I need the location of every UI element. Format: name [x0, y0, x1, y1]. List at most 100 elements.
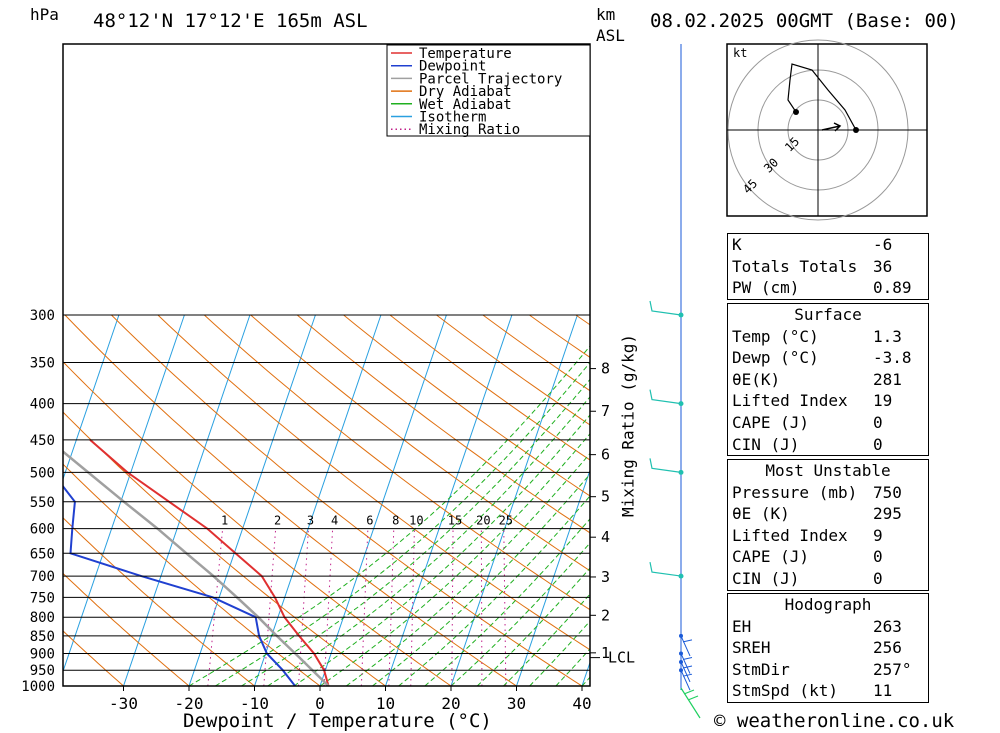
wet-adiabat-line — [424, 518, 590, 686]
wet-adiabat-line — [293, 414, 590, 686]
dry-adiabat-line — [296, 314, 590, 534]
legend-entry: Isotherm — [419, 110, 486, 126]
hodograph-top-point — [793, 109, 799, 115]
mixing-ratio-label: 3 — [307, 514, 314, 528]
mixing-ratio-line — [263, 528, 277, 686]
mixing-ratio-label: 25 — [499, 514, 513, 528]
wet-adiabat-line — [345, 452, 590, 686]
height-tick-label: 3 — [601, 568, 610, 586]
dry-adiabat-line — [63, 572, 190, 686]
storm-motion-arrow — [821, 122, 842, 132]
pressure-tick-label: 750 — [30, 590, 55, 606]
temperature-tick-label: -20 — [175, 694, 204, 713]
k-index-row: K -6 — [732, 235, 893, 254]
mu-cin-row: CIN (J) 0 — [732, 568, 883, 588]
pressure-tick-label: 700 — [30, 569, 55, 585]
surface-table: Surface Temp (°C) 1.3 Dewp (°C) -3.8 θE(K)… — [727, 303, 929, 457]
legend-entry: Wet Adiabat — [419, 97, 512, 113]
datetime-title: 08.02.2025 00GMT (Base: 00) — [650, 10, 959, 32]
pressure-tick-label: 600 — [30, 522, 55, 538]
height-tick-label: 2 — [601, 606, 610, 624]
parcel-trajectory-line — [63, 449, 330, 686]
most-unstable-title: Most Unstable — [765, 461, 891, 480]
temperature-tick-label: 0 — [315, 694, 325, 713]
dry-adiabat-line — [63, 361, 452, 686]
mixing-ratio-label: 6 — [366, 514, 373, 528]
pressure-tick-label: 800 — [30, 610, 55, 626]
surface-li-row: Lifted Index 19 — [732, 391, 893, 411]
isotherm-line — [254, 314, 382, 686]
hodograph-table: Hodograph EH 263 SREH 256 StmDir 257° StmSp… — [727, 593, 929, 703]
legend-entry: Dewpoint — [419, 59, 486, 75]
mu-li-row: Lifted Index 9 — [732, 525, 883, 545]
wind-barb — [680, 661, 693, 683]
mixing-ratio-label: 4 — [331, 514, 338, 528]
plot-frame — [62, 43, 591, 687]
height-tick-label: 1 — [601, 644, 610, 662]
wind-barb — [649, 561, 682, 577]
stmdir-row: StmDir 257° — [732, 659, 912, 679]
pressure-tick-label: 850 — [30, 629, 55, 645]
temperature-tick-label: -10 — [240, 694, 269, 713]
surface-thetae-row: θE(K) 281 — [732, 369, 902, 389]
wet-adiabat-line — [214, 361, 590, 686]
surface-title: Surface — [794, 305, 862, 324]
lcl-label: LCL — [608, 649, 635, 667]
height-tick-label: 6 — [601, 446, 610, 464]
copyright-footer: © weatheronline.co.uk — [714, 710, 955, 732]
dry-adiabat-line — [63, 411, 386, 686]
mixing-ratio-label: 15 — [448, 514, 462, 528]
surface-cape-row: CAPE (J) 0 — [732, 412, 883, 432]
pressure-tick-label: 900 — [30, 647, 55, 663]
pressure-tick-label: 1000 — [21, 679, 55, 695]
mixing-ratio-line — [360, 528, 369, 686]
wet-adiabat-line — [188, 345, 590, 686]
stmspd-row: StmSpd (kt) 11 — [732, 681, 893, 701]
wind-barb — [649, 389, 682, 405]
surface-temp-row: Temp (°C) 1.3 — [732, 326, 902, 346]
y2-axis-label: Mixing Ratio (g/kg) — [618, 333, 638, 518]
pw-row: PW (cm) 0.89 — [732, 278, 912, 298]
legend-entry: Temperature — [419, 46, 512, 62]
hodograph-trace — [787, 63, 857, 131]
mu-pressure-row: Pressure (mb) 750 — [732, 482, 902, 502]
mixing-ratio-label: 1 — [221, 514, 228, 528]
dry-adiabat-line — [389, 314, 590, 461]
mixing-ratio-label: 10 — [409, 514, 423, 528]
totals-totals-row: Totals Totals 36 — [732, 256, 893, 276]
mu-cape-row: CAPE (J) 0 — [732, 547, 883, 567]
hodograph-unit-label: kt — [733, 46, 747, 60]
temperature-tick-label: -30 — [109, 694, 138, 713]
wind-barb — [680, 669, 693, 691]
isotherm-line — [63, 314, 120, 481]
pressure-tick-label: 650 — [30, 546, 55, 562]
x-axis-label: Dewpoint / Temperature (°C) — [183, 710, 492, 732]
most-unstable-table: Most Unstable Pressure (mb) 750 θE (K) 295… — [727, 459, 929, 591]
dry-adiabat-line — [343, 314, 590, 497]
pressure-tick-label: 350 — [30, 355, 55, 371]
temperature-tick-label: 10 — [376, 694, 395, 713]
pressure-tick-label: 500 — [30, 465, 55, 481]
pressure-tick-label: 950 — [30, 663, 55, 679]
dry-adiabat-line — [436, 314, 590, 426]
hpa-unit-label: hPa — [30, 5, 59, 24]
wind-barb — [649, 300, 682, 316]
height-tick-label: 4 — [601, 528, 610, 546]
km-unit-label: km — [596, 5, 616, 24]
height-tick-label: 8 — [601, 360, 610, 378]
pressure-tick-label: 450 — [30, 433, 55, 449]
temperature-tick-label: 40 — [572, 694, 591, 713]
asl-unit-label: ASL — [596, 26, 625, 45]
temperature-tick-label: 30 — [507, 694, 526, 713]
wet-adiabat-line — [450, 542, 590, 686]
legend-entry: Dry Adiabat — [419, 84, 512, 100]
mixing-ratio-label: 2 — [274, 514, 281, 528]
wind-barb — [680, 653, 693, 674]
height-tick-label: 7 — [601, 402, 610, 420]
basic-indices-table: K -6 Totals Totals 36 PW (cm) 0.89 — [727, 233, 929, 300]
wet-adiabat-line — [529, 620, 590, 686]
legend-entry: Parcel Trajectory — [419, 71, 562, 87]
